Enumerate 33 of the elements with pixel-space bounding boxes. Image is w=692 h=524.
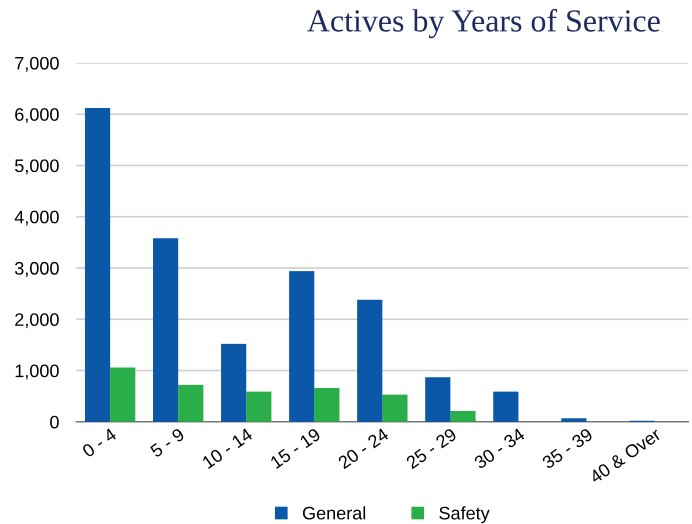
bar: [314, 388, 340, 422]
legend-label: Safety: [439, 506, 490, 524]
x-tick-label: 35 - 39: [541, 428, 594, 470]
bar: [221, 344, 246, 422]
bar: [450, 411, 476, 422]
y-tick-label: 1,000: [16, 364, 59, 380]
bar: [425, 377, 450, 422]
bar: [153, 238, 178, 422]
y-tick-label: 7,000: [15, 56, 59, 72]
bar: [493, 392, 518, 422]
x-tick-label: 30 - 34: [473, 427, 526, 470]
chart-title: Actives by Years of Service: [307, 8, 660, 38]
y-tick-label: 0: [50, 416, 59, 429]
bar: [357, 300, 382, 422]
bar: [289, 271, 314, 422]
x-tick-label: 15 - 19: [270, 428, 322, 469]
bar: [178, 384, 204, 422]
x-tick-label: 20 - 24: [337, 427, 390, 470]
y-tick-label: 3,000: [14, 262, 59, 277]
y-tick-label: 4,000: [14, 210, 59, 226]
bar: [110, 367, 136, 422]
x-tick-label: 0 - 4: [81, 427, 118, 458]
x-tick-label: 25 - 29: [405, 428, 458, 470]
x-tick-label: 5 - 9: [149, 428, 186, 458]
x-tick-label: 10 - 14: [202, 427, 254, 469]
bar: [246, 392, 272, 422]
bar: [382, 394, 408, 422]
bar: [561, 418, 586, 422]
legend-label: General: [302, 506, 366, 520]
y-tick-label: 6,000: [15, 108, 59, 124]
bar: [84, 108, 110, 422]
y-tick-label: 2,000: [15, 313, 59, 328]
y-tick-label: 5,000: [14, 159, 59, 174]
